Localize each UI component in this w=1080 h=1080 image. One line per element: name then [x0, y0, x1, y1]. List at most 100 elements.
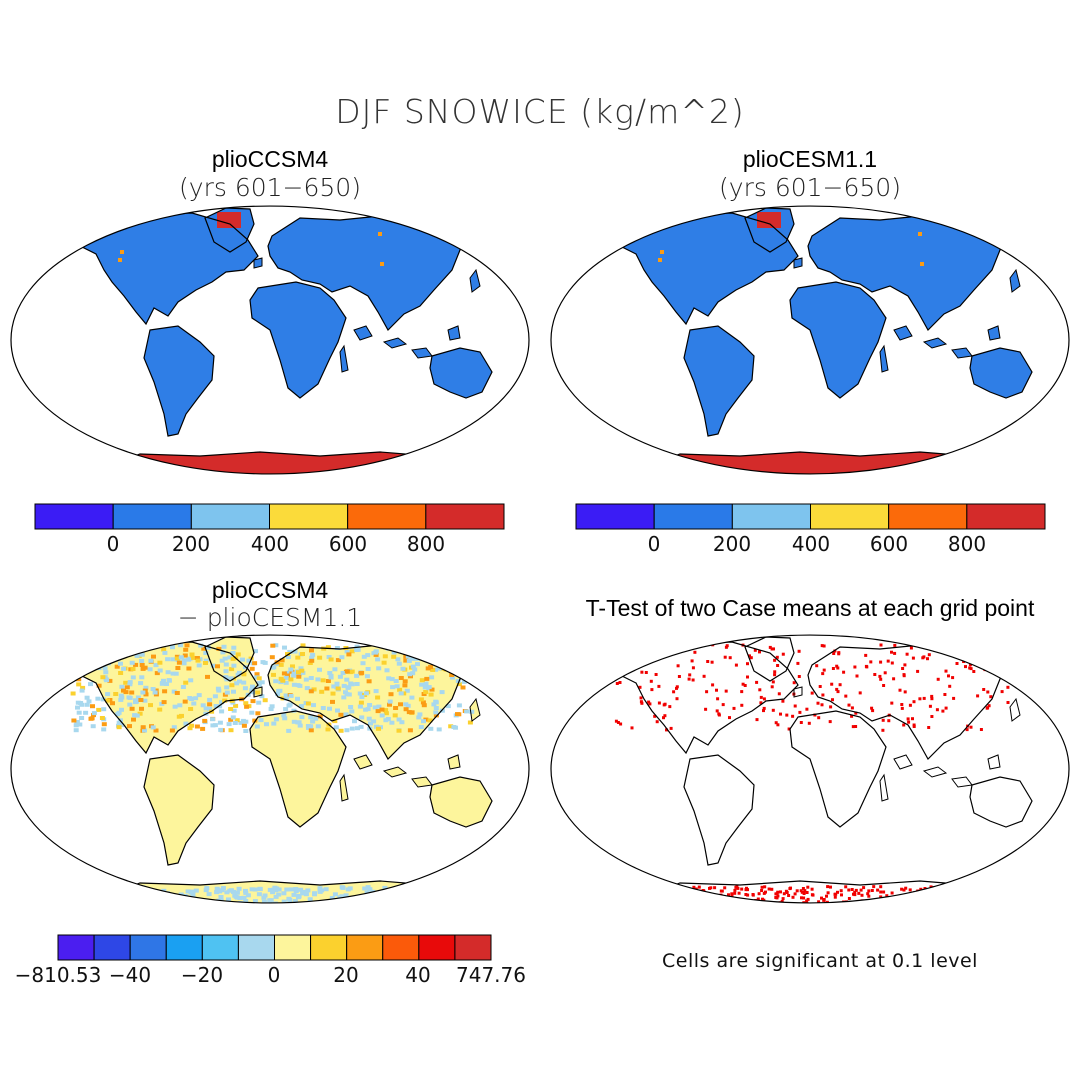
coast-island-4: [447, 754, 461, 770]
sig-cell: [760, 889, 764, 892]
abs-cell: [658, 258, 662, 262]
diff-cell: [103, 670, 109, 675]
sig-cell: [813, 713, 817, 717]
diff-cell: [255, 690, 261, 695]
coast-island-2: [951, 347, 973, 359]
island-1: [924, 767, 946, 777]
diff-cell: [296, 672, 302, 677]
sig-cell: [869, 660, 873, 664]
sig-cell: [640, 701, 644, 705]
sig-cell: [615, 682, 619, 685]
diff-cell: [228, 717, 234, 722]
diff-cell: [393, 888, 399, 892]
sig-cell: [767, 887, 771, 891]
diff-cell: [129, 660, 135, 665]
sig-cell: [851, 725, 855, 729]
sig-cell: [653, 714, 657, 718]
sig-cell: [746, 675, 749, 679]
sig-cell: [937, 888, 941, 892]
diff-cell: [308, 728, 314, 733]
sig-cell: [818, 685, 822, 688]
diff-cell: [142, 698, 148, 703]
diff-cell: [396, 661, 402, 666]
land-fill: [66, 637, 492, 903]
sig-cell: [839, 889, 843, 893]
diff-cell: [230, 656, 236, 661]
diff-cell: [457, 669, 463, 674]
diff-cell: [341, 695, 347, 700]
sig-cell: [700, 896, 704, 900]
sig-cell: [628, 644, 632, 648]
diff-cell: [200, 726, 206, 731]
diff-cell: [72, 658, 78, 663]
sig-cell: [879, 900, 882, 903]
diff-cell: [359, 897, 365, 902]
sig-cell: [951, 676, 955, 680]
diff-cell: [169, 728, 175, 733]
diff-cell: [184, 899, 190, 903]
island-0: [894, 755, 912, 769]
sig-cell: [866, 900, 870, 903]
sig-cell: [985, 706, 989, 710]
sig-cell: [943, 895, 947, 898]
sig-cell: [947, 674, 950, 678]
diff-cell: [219, 700, 225, 705]
land-eurasia: [268, 216, 472, 330]
diff-cell: [307, 661, 313, 665]
diff-cell: [113, 889, 119, 894]
diff-cell: [200, 703, 206, 708]
diff-cell: [134, 649, 140, 653]
sig-cell: [1000, 690, 1004, 694]
sig-cell: [750, 904, 753, 906]
sig-cell: [679, 898, 683, 902]
sig-cell: [912, 895, 916, 898]
diff-cell: [406, 659, 412, 663]
sig-cell: [800, 896, 803, 900]
diff-cell: [120, 645, 126, 650]
diff-cell: [172, 704, 178, 709]
sig-cell: [835, 687, 839, 691]
sig-cell: [877, 904, 880, 906]
sig-cell: [870, 706, 874, 710]
diff-cell: [332, 667, 338, 672]
diff-cell: [186, 657, 192, 662]
diff-cell: [428, 664, 434, 669]
colorbar-tick-label: −20: [181, 963, 223, 987]
sig-cell: [854, 888, 858, 892]
diff-cell: [361, 654, 367, 659]
diff-cell: [138, 698, 144, 702]
sig-cell: [826, 891, 830, 895]
diff-cell: [235, 652, 241, 657]
diff-cell: [303, 677, 309, 682]
sig-cell: [777, 692, 781, 696]
sig-cell: [684, 898, 688, 902]
sig-cell: [927, 888, 931, 892]
diff-cell: [276, 892, 282, 897]
diff-cell: [393, 706, 399, 710]
diff-cell: [382, 654, 388, 659]
diff-cell: [295, 720, 301, 725]
diff-cell: [344, 692, 350, 697]
diff-cell: [258, 718, 264, 723]
sig-cell: [695, 902, 699, 903]
sig-cell: [836, 666, 840, 670]
sig-cell: [711, 683, 715, 687]
diff-cell: [277, 688, 283, 693]
sig-cell: [764, 890, 767, 894]
sig-cell: [955, 897, 959, 901]
diff-cell: [136, 647, 142, 652]
sig-cell: [833, 895, 837, 899]
sig-cell: [787, 727, 791, 731]
diff-cell: [327, 671, 333, 675]
sig-cell: [806, 904, 809, 906]
sig-cell: [770, 685, 774, 689]
sig-cell: [905, 652, 909, 656]
map-boundary: [10, 634, 530, 904]
colorbar-tick-label: 800: [948, 532, 986, 556]
diff-cell: [390, 685, 396, 690]
diff-cell: [250, 684, 255, 689]
diff-cell: [148, 658, 154, 663]
colorbar-swatch: [731, 503, 812, 530]
diff-cell: [361, 902, 367, 903]
diff-cell: [367, 703, 373, 707]
